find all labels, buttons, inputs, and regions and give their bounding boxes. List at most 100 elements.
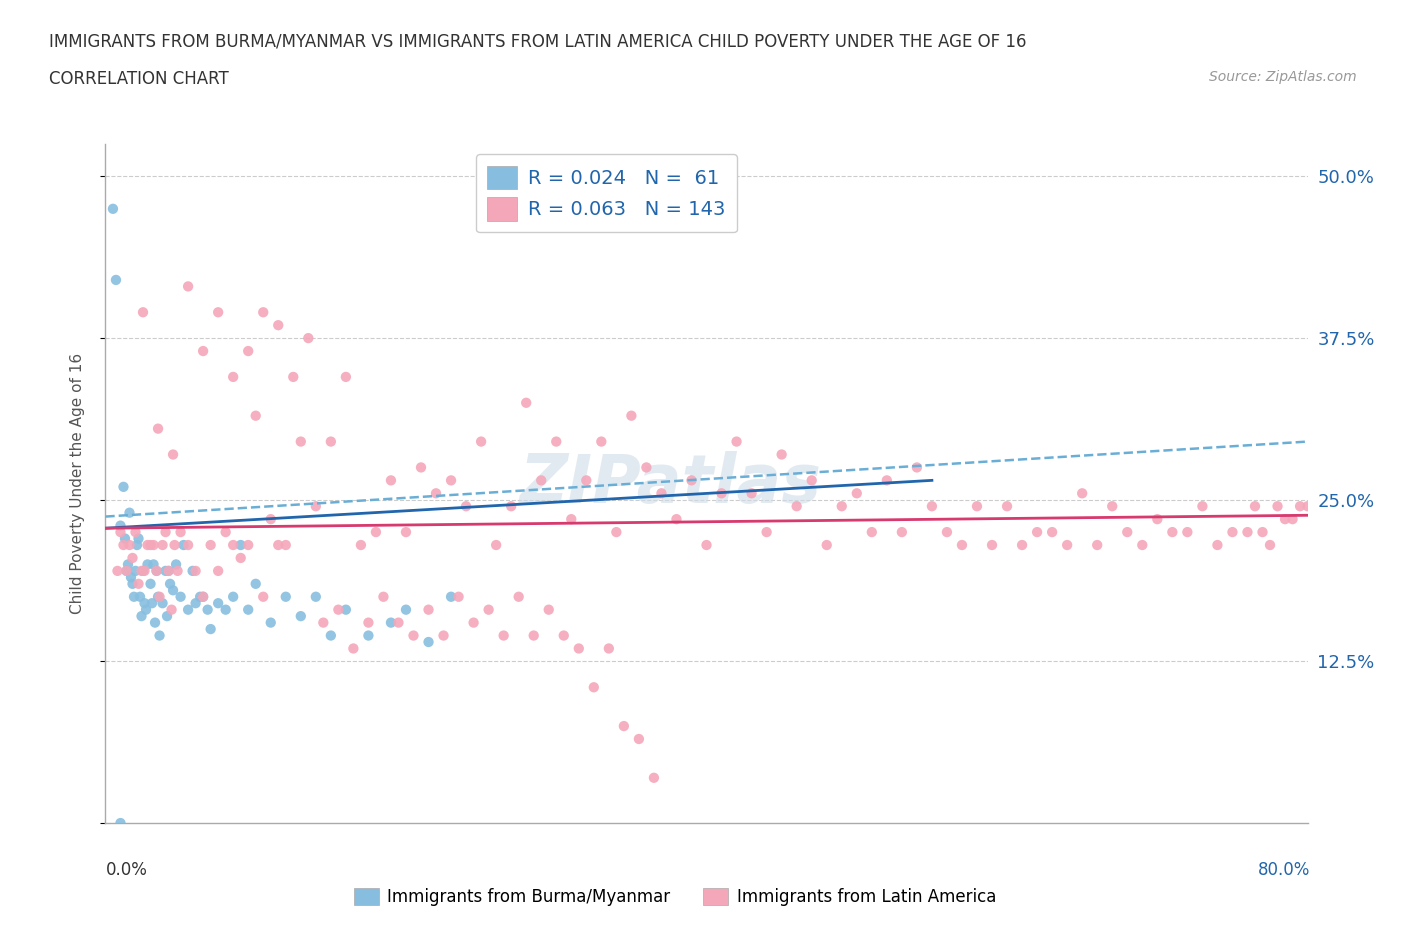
Point: [350, 538, 373, 552]
Point: [620, 408, 643, 423]
Text: ZIPatlas: ZIPatlas: [519, 451, 821, 516]
Text: Source: ZipAtlas.com: Source: ZipAtlas.com: [1209, 70, 1357, 84]
Point: [432, 628, 454, 643]
Point: [395, 603, 418, 618]
Point: [890, 525, 912, 539]
Point: [129, 590, 152, 604]
Point: [755, 525, 778, 539]
Point: [143, 615, 166, 630]
Point: [131, 609, 153, 624]
Point: [188, 590, 211, 604]
Point: [121, 577, 143, 591]
Point: [643, 770, 665, 785]
Point: [290, 609, 312, 624]
Text: IMMIGRANTS FROM BURMA/MYANMAR VS IMMIGRANTS FROM LATIN AMERICA CHILD POVERTY UND: IMMIGRANTS FROM BURMA/MYANMAR VS IMMIGRA…: [49, 33, 1026, 50]
Point: [1175, 525, 1198, 539]
Point: [184, 564, 207, 578]
Point: [1056, 538, 1078, 552]
Point: [387, 615, 409, 630]
Point: [710, 485, 733, 500]
Point: [995, 498, 1018, 513]
Point: [207, 596, 229, 611]
Point: [395, 525, 418, 539]
Point: [950, 538, 973, 552]
Point: [152, 596, 174, 611]
Point: [636, 460, 658, 475]
Point: [786, 498, 808, 513]
Point: [267, 538, 290, 552]
Point: [440, 473, 463, 488]
Point: [357, 628, 380, 643]
Point: [582, 680, 605, 695]
Point: [125, 538, 148, 552]
Point: [936, 525, 959, 539]
Point: [191, 590, 214, 604]
Point: [1206, 538, 1229, 552]
Point: [124, 525, 146, 539]
Point: [134, 596, 156, 611]
Point: [252, 590, 274, 604]
Point: [815, 538, 838, 552]
Y-axis label: Child Poverty Under the Age of 16: Child Poverty Under the Age of 16: [70, 353, 84, 614]
Point: [260, 512, 283, 526]
Point: [1258, 538, 1281, 552]
Point: [132, 305, 155, 320]
Point: [112, 538, 135, 552]
Point: [177, 538, 200, 552]
Point: [1161, 525, 1184, 539]
Point: [627, 732, 650, 747]
Point: [319, 628, 342, 643]
Point: [409, 460, 432, 475]
Point: [252, 305, 274, 320]
Point: [110, 518, 132, 533]
Point: [283, 369, 305, 384]
Point: [229, 551, 252, 565]
Point: [665, 512, 688, 526]
Point: [197, 603, 219, 618]
Point: [470, 434, 492, 449]
Point: [380, 615, 402, 630]
Point: [157, 564, 180, 578]
Text: 0.0%: 0.0%: [105, 860, 148, 879]
Point: [245, 577, 267, 591]
Point: [160, 603, 183, 618]
Point: [238, 603, 260, 618]
Point: [530, 473, 553, 488]
Point: [1101, 498, 1123, 513]
Point: [860, 525, 883, 539]
Point: [207, 564, 229, 578]
Point: [135, 603, 157, 618]
Legend: R = 0.024   N =  61, R = 0.063   N = 143: R = 0.024 N = 61, R = 0.063 N = 143: [475, 153, 737, 232]
Point: [1040, 525, 1063, 539]
Point: [1116, 525, 1139, 539]
Point: [515, 395, 537, 410]
Point: [418, 603, 440, 618]
Point: [696, 538, 718, 552]
Point: [1011, 538, 1033, 552]
Point: [238, 343, 260, 358]
Point: [523, 628, 546, 643]
Text: CORRELATION CHART: CORRELATION CHART: [49, 70, 229, 87]
Text: 80.0%: 80.0%: [1258, 860, 1310, 879]
Point: [169, 525, 191, 539]
Point: [128, 531, 150, 546]
Point: [966, 498, 988, 513]
Point: [591, 434, 613, 449]
Point: [146, 421, 169, 436]
Point: [501, 498, 523, 513]
Point: [921, 498, 943, 513]
Point: [560, 512, 582, 526]
Point: [141, 596, 163, 611]
Point: [120, 570, 142, 585]
Point: [1222, 525, 1244, 539]
Point: [124, 564, 146, 578]
Point: [148, 628, 170, 643]
Point: [831, 498, 853, 513]
Point: [139, 577, 162, 591]
Point: [373, 590, 395, 604]
Point: [155, 564, 177, 578]
Point: [725, 434, 748, 449]
Point: [169, 590, 191, 604]
Point: [905, 460, 928, 475]
Point: [128, 577, 150, 591]
